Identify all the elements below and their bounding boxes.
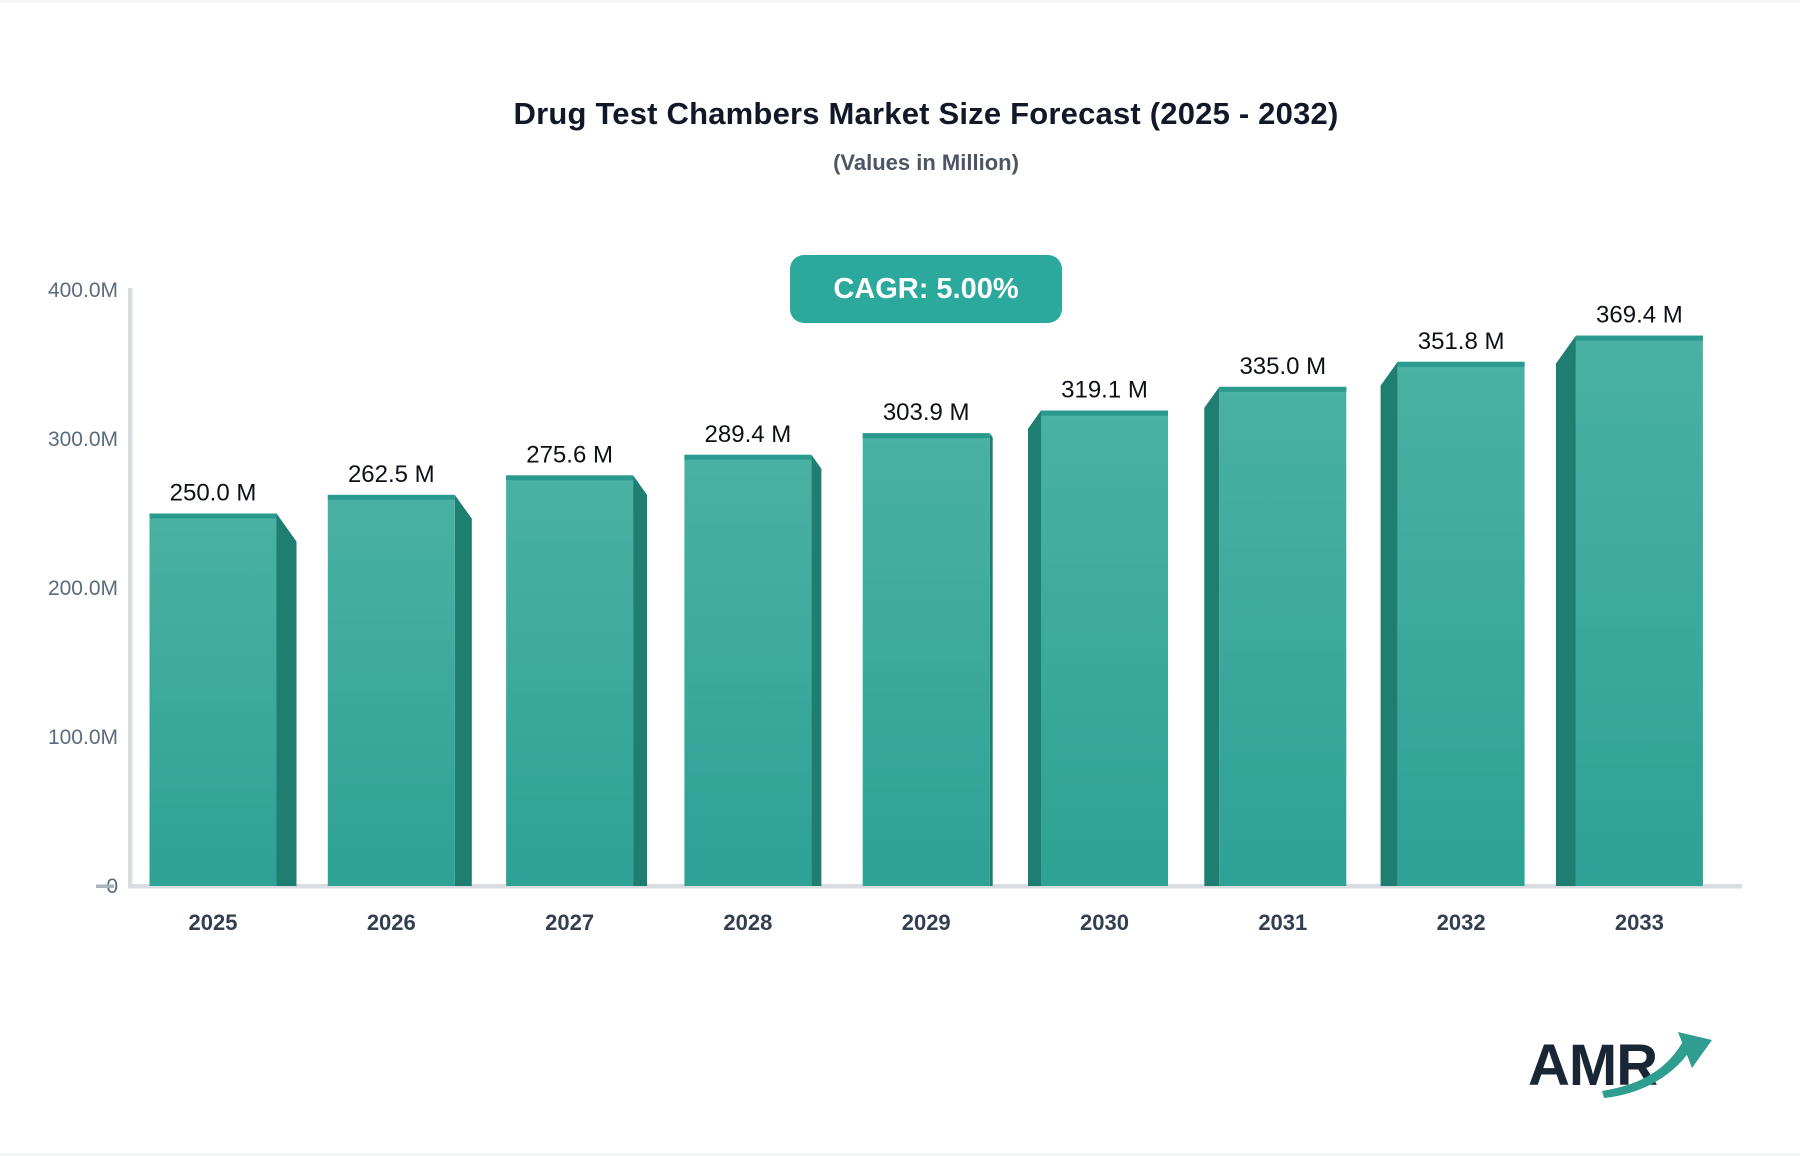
- bar-value-label: 262.5 M: [348, 461, 435, 488]
- x-axis-category-label: 2029: [902, 910, 951, 935]
- bar-side-face: [1028, 410, 1041, 886]
- bar-group-2026: 262.5 M 2026: [327, 461, 472, 935]
- amr-logo: AMR: [1528, 1032, 1728, 1122]
- bar-value-label: 303.9 M: [883, 399, 970, 426]
- x-axis-line: [128, 884, 1742, 889]
- x-axis-category-label: 2028: [723, 910, 772, 935]
- bar-side-face: [276, 513, 297, 886]
- page-top-border: [0, 0, 1800, 3]
- bar-value-label: 289.4 M: [705, 421, 792, 448]
- x-axis-category-label: 2025: [189, 910, 238, 935]
- bar-side-face: [811, 454, 822, 886]
- bar-value-label: 335.0 M: [1239, 353, 1326, 380]
- chart-subtitle: (Values in Million): [833, 150, 1019, 175]
- bar-group-2025: 250.0 M 2025: [149, 480, 297, 935]
- bar-side-face: [633, 475, 648, 886]
- bar-side-face: [1555, 335, 1576, 886]
- chart-title: Drug Test Chambers Market Size Forecast …: [513, 96, 1339, 131]
- bar-top-edge: [506, 475, 634, 481]
- bar-side-face: [454, 494, 472, 886]
- bar-top-edge: [1219, 386, 1347, 392]
- bar-front-face: [506, 475, 634, 886]
- bar-top-edge: [1575, 335, 1703, 341]
- y-tick-label: 200.0M: [48, 577, 118, 600]
- bar-top-edge: [1397, 361, 1525, 367]
- bar-top-edge: [684, 454, 812, 460]
- bar-top-edge: [862, 433, 990, 439]
- bar-value-label: 275.6 M: [526, 441, 613, 468]
- bar-front-face: [862, 433, 990, 886]
- x-axis-category-label: 2027: [545, 910, 594, 935]
- bar-front-face: [1575, 335, 1703, 886]
- bar-top-edge: [1041, 410, 1168, 416]
- bar-value-label: 369.4 M: [1596, 302, 1683, 329]
- x-axis-category-label: 2026: [367, 910, 416, 935]
- bar-front-face: [1041, 410, 1168, 886]
- bar-front-face: [1219, 386, 1347, 886]
- bar-side-face: [1380, 361, 1398, 886]
- bar-group-2031: 335.0 M 2031: [1204, 353, 1347, 935]
- bar-front-face: [327, 494, 455, 886]
- bar-group-2028: 289.4 M 2028: [684, 421, 822, 935]
- x-axis-category-label: 2032: [1437, 910, 1486, 935]
- bar-top-edge: [149, 513, 277, 519]
- bar-group-2030: 319.1 M 2030: [1028, 377, 1168, 935]
- y-tick-label: 300.0M: [48, 428, 118, 451]
- chart-header: Drug Test Chambers Market Size Forecast …: [126, 96, 1726, 176]
- zero-tick-mark: [96, 884, 114, 888]
- page-bottom-border: [0, 1153, 1800, 1156]
- bar-side-face: [1204, 386, 1220, 886]
- bar-group-2032: 351.8 M 2032: [1380, 328, 1525, 935]
- bar-front-face: [1397, 361, 1525, 886]
- bar-front-face: [149, 513, 277, 886]
- bar-front-face: [684, 454, 812, 886]
- x-axis-category-label: 2033: [1615, 910, 1664, 935]
- bar-group-2033: 369.4 M 2033: [1555, 302, 1703, 935]
- cagr-badge: CAGR: 5.00%: [790, 255, 1062, 323]
- bar-top-edge: [327, 494, 455, 500]
- y-axis-line: [128, 288, 133, 888]
- bar-value-label: 319.1 M: [1061, 377, 1148, 404]
- bar-side-face: [989, 433, 993, 886]
- x-axis-category-label: 2030: [1080, 910, 1129, 935]
- bar-group-2029: 303.9 M 2029: [862, 399, 993, 935]
- bar-value-label: 351.8 M: [1418, 328, 1505, 355]
- bar-value-label: 250.0 M: [170, 480, 257, 507]
- y-tick-label: 100.0M: [48, 726, 118, 749]
- y-tick-label: 400.0M: [48, 279, 118, 302]
- logo-growth-arrow-icon: [1602, 1032, 1712, 1098]
- bar-group-2027: 275.6 M 2027: [506, 441, 648, 935]
- x-axis-category-label: 2031: [1258, 910, 1307, 935]
